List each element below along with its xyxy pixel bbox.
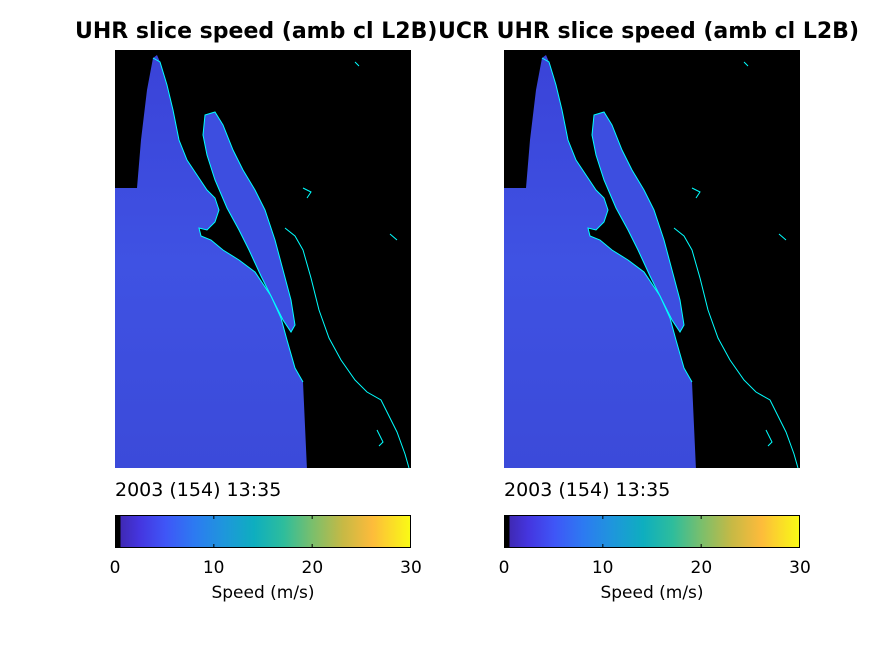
left-panel-title: UHR slice speed (amb cl L2B): [75, 19, 438, 44]
left-colorbar-tick: 20: [301, 558, 324, 578]
right-gulf-water: [592, 112, 684, 332]
colorbar-gradient: [115, 515, 411, 548]
right-panel-title: UCR UHR slice speed (amb cl L2B): [438, 19, 859, 44]
colorbar-underflow-swatch: [504, 515, 510, 548]
right-timestamp: 2003 (154) 13:35: [504, 479, 671, 501]
right-colorbar-tick: 0: [498, 558, 510, 578]
right-colorbar-tick: 20: [690, 558, 713, 578]
left-map-svg: [115, 55, 410, 468]
left-colorbar: [115, 515, 411, 548]
left-timestamp: 2003 (154) 13:35: [115, 479, 282, 501]
right-coastline-gulf: [591, 111, 685, 333]
right-colorbar-tick: 30: [789, 558, 811, 578]
right-map-svg: [504, 55, 799, 468]
right-coastline-mainland: [673, 227, 799, 468]
left-coastline-gulf: [202, 111, 296, 333]
left-speed-map: [115, 50, 411, 468]
right-speed-map: [504, 50, 800, 468]
right-colorbar: [504, 515, 800, 548]
left-colorbar-tick: 10: [202, 558, 225, 578]
right-colorbar-label: Speed (m/s): [600, 583, 704, 603]
right-colorbar-tick: 10: [591, 558, 614, 578]
left-coastline-mainland: [284, 227, 410, 468]
left-colorbar-label: Speed (m/s): [211, 583, 315, 603]
colorbar-underflow-swatch: [115, 515, 121, 548]
left-colorbar-tick: 0: [109, 558, 121, 578]
left-ocean-swath: [115, 55, 307, 468]
colorbar-gradient: [504, 515, 800, 548]
left-colorbar-tick: 30: [400, 558, 422, 578]
left-gulf-water: [203, 112, 295, 332]
right-ocean-swath: [504, 55, 696, 468]
